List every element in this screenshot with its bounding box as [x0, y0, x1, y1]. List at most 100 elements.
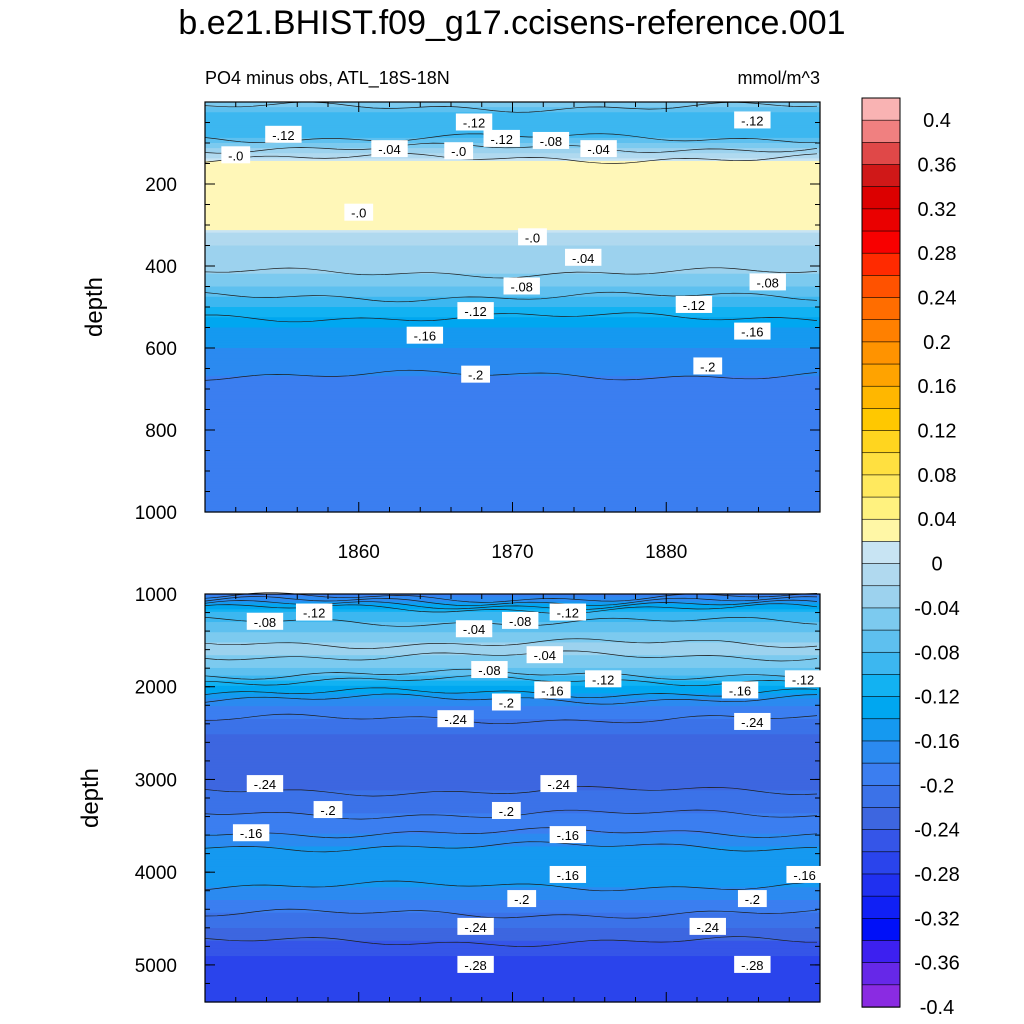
contour-fill-band: [205, 943, 820, 947]
contour-fill-band: [205, 736, 820, 740]
colorbar-swatch: [861, 851, 901, 875]
contour-fill-band: [205, 826, 820, 830]
colorbar-tick-label: 0.28: [918, 243, 957, 265]
contour-label: -.16: [557, 828, 579, 843]
contour-fill-band: [205, 294, 820, 298]
contour-fill-band: [205, 820, 820, 825]
bottom-y-axis-label: depth: [77, 768, 104, 828]
contour-line: [204, 880, 818, 892]
contour-fill-band: [205, 754, 820, 758]
contour-label: -.08: [540, 134, 562, 149]
contour-fill-band: [205, 882, 820, 886]
contour-label-box: [786, 865, 823, 883]
colorbar-tick-label: 0.36: [918, 155, 957, 177]
contour-fill-band: [205, 112, 820, 116]
contour-fill-band: [205, 432, 820, 436]
x-tick-label: 1880: [645, 542, 687, 563]
contour-fill-band: [205, 191, 820, 195]
colorbar-tick-label: 0.04: [918, 509, 957, 531]
contour-fill-band: [205, 833, 820, 837]
colorbar-swatch: [861, 452, 901, 476]
contour-fill-band: [205, 430, 820, 434]
contour-fill-band: [205, 422, 820, 426]
contour-fill-band: [205, 667, 820, 672]
colorbar-tick-label: 0.24: [918, 288, 957, 310]
contour-fill-band: [205, 450, 820, 454]
contour-label: -.24: [254, 777, 276, 792]
contour-label: -.12: [683, 298, 705, 313]
contour-fill-band: [205, 879, 820, 883]
contour-fill-band: [205, 792, 820, 797]
contour-fill-band: [205, 777, 820, 781]
contour-label: -.2: [499, 695, 514, 710]
contour-fill-band: [205, 317, 820, 321]
contour-fill-band: [205, 207, 820, 211]
contour-label: -.08: [478, 663, 500, 678]
contour-fill-band: [205, 394, 820, 398]
contour-fill-band: [205, 414, 820, 418]
contour-fill-band: [205, 442, 820, 446]
contour-fill-band: [205, 838, 820, 842]
colorbar-swatch: [861, 740, 901, 764]
contour-fill-band: [205, 744, 820, 748]
contour-label-box: [232, 824, 270, 842]
contour-fill-band: [205, 350, 820, 354]
contour-label: -.24: [741, 715, 763, 730]
contour-label: -.0: [228, 148, 243, 163]
colorbar-swatch: [861, 97, 901, 121]
contour-label: -.16: [729, 683, 751, 698]
contour-fill-band: [205, 670, 820, 674]
contour-fill-band: [205, 629, 820, 633]
subtitle-left: PO4 minus obs, ATL_18S-18N: [205, 68, 450, 89]
contour-fill-band: [205, 340, 820, 344]
contour-fill-band: [205, 342, 820, 347]
contour-fill-band: [205, 871, 820, 876]
contour-label-box: [580, 140, 617, 158]
colorbar: 0.4 0.36 0.32 0.28 0.24 0.2 0.16 0.12 0.08 0.04 0 -…: [861, 97, 960, 1019]
contour-fill-band: [205, 184, 820, 188]
contour-fill-band: [205, 209, 820, 213]
contour-fill-band: [205, 389, 820, 393]
colorbar-tick-label: 0: [931, 554, 942, 576]
y-tick-label: 4000: [135, 863, 177, 884]
contour-fill-band: [205, 958, 820, 962]
contour-label: -.2: [745, 892, 760, 907]
contour-fill-band: [205, 718, 820, 723]
contour-label: -.12: [463, 116, 485, 131]
contour-label-box: [265, 125, 302, 143]
colorbar-tick-label: 0.2: [923, 332, 951, 354]
contour-fill-band: [205, 683, 820, 687]
contour-fill-band: [205, 782, 820, 786]
contour-label: -.2: [468, 368, 483, 383]
contour-fill-band: [205, 327, 820, 331]
contour-fill-band: [205, 491, 820, 495]
colorbar-tick-label: 0.08: [918, 465, 957, 487]
colorbar-tick-label: -0.16: [914, 731, 960, 753]
colorbar-swatch: [861, 430, 901, 454]
contour-fill-band: [205, 225, 820, 229]
contour-fill-band: [205, 866, 820, 870]
contour-fill-band: [205, 309, 820, 313]
colorbar-swatch: [861, 651, 901, 676]
contour-fill-band: [205, 417, 820, 421]
contour-label-box: [503, 277, 540, 295]
contour-line: [204, 638, 818, 649]
contour-fill-band: [205, 984, 820, 988]
colorbar-swatch: [861, 341, 901, 365]
contour-fill-band: [205, 981, 820, 985]
colorbar-tick-label: -0.2: [920, 775, 954, 797]
contour-fill-band: [205, 481, 820, 485]
contour-fill-band: [205, 920, 820, 924]
contour-fill-band: [205, 453, 820, 457]
contour-fill-band: [205, 869, 820, 873]
colorbar-swatch: [861, 962, 901, 986]
contour-fill-band: [205, 204, 820, 208]
contour-label: -.12: [303, 606, 325, 621]
contour-line: [204, 152, 818, 164]
bottom-panel: 1000 2000 3000 4000 5000 -.08 -.12 -.08 -.04 -.12…: [135, 585, 823, 1003]
contour-fill-band: [205, 440, 820, 444]
contour-fill-band: [205, 253, 820, 257]
contour-label-box: [455, 113, 493, 131]
contour-line: [204, 908, 818, 919]
contour-line: [204, 936, 818, 947]
